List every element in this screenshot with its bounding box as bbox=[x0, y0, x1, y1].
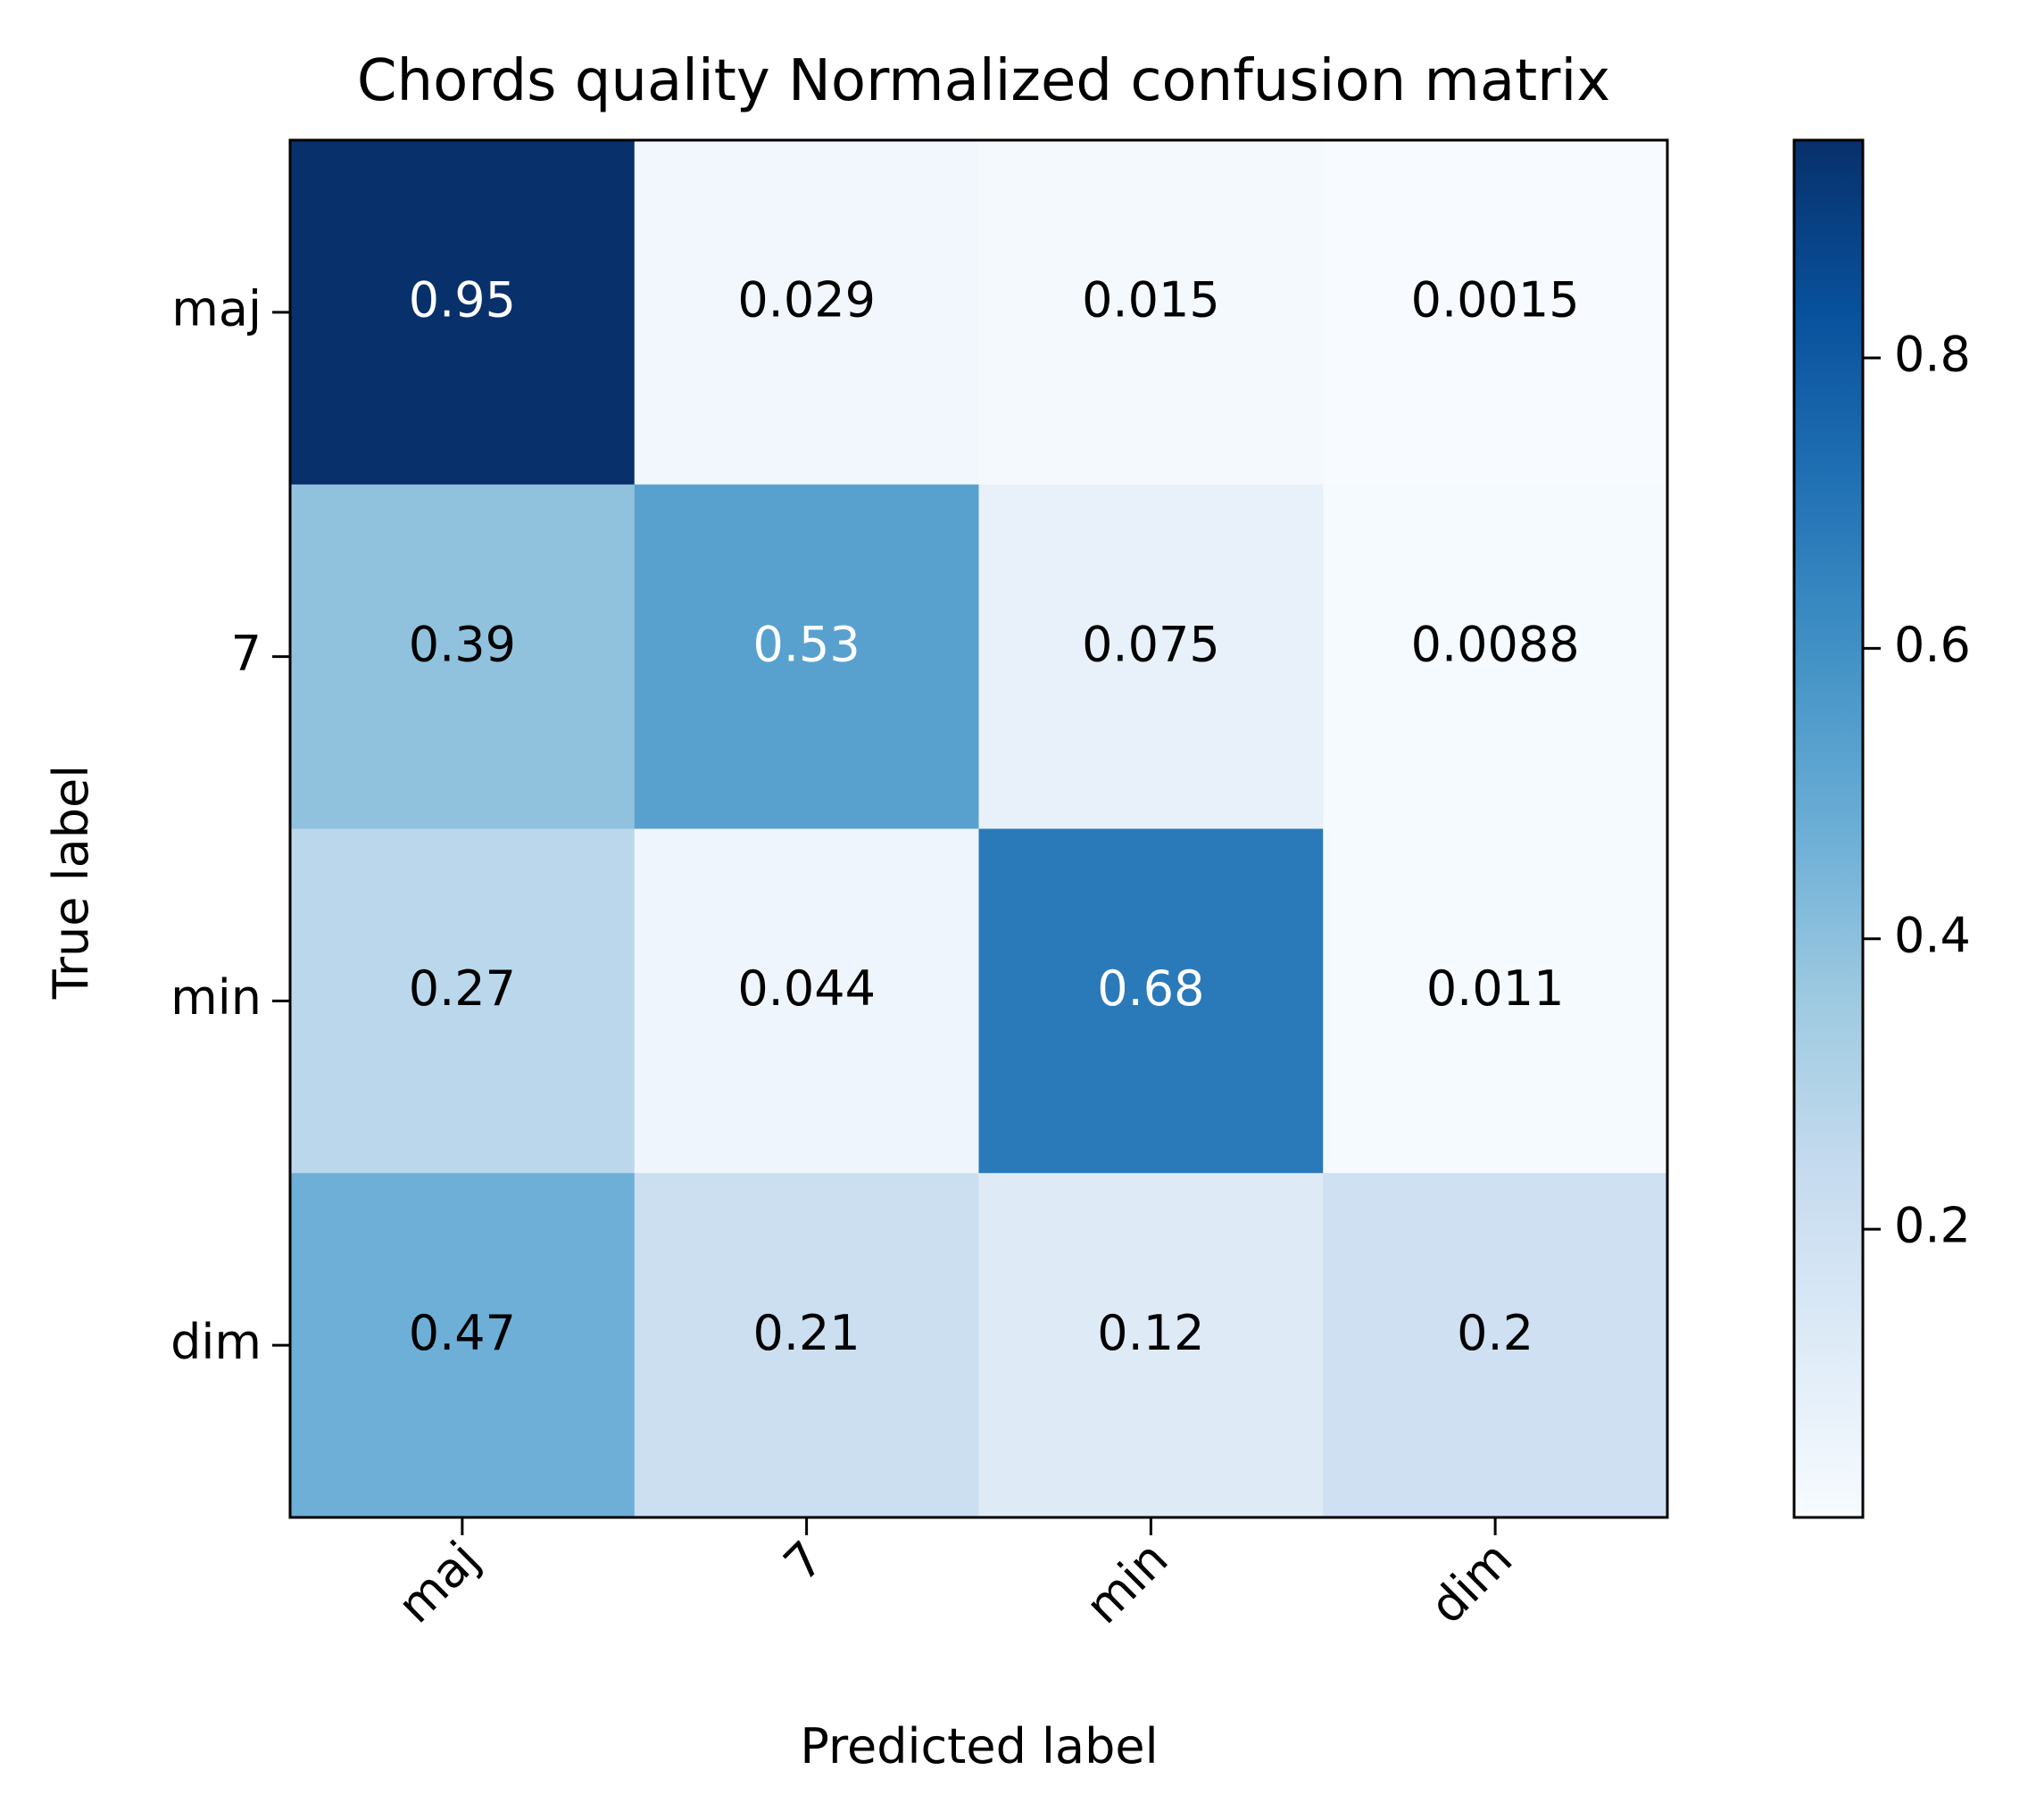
x-axis-label: Predicted label bbox=[800, 1718, 1158, 1774]
colorbar-tick-label: 0.4 bbox=[1894, 907, 1971, 963]
cell-value-label: 0.53 bbox=[753, 616, 860, 672]
heatmap-cell bbox=[978, 828, 1324, 1174]
cell-value-label: 0.12 bbox=[1097, 1305, 1204, 1361]
y-tick-label: dim bbox=[170, 1314, 262, 1370]
heatmap-cells bbox=[290, 140, 1668, 1518]
y-axis-ticks: maj 7 min dim bbox=[170, 281, 290, 1370]
x-axis-ticks: maj 7 min dim bbox=[386, 1517, 1523, 1634]
heatmap-cell bbox=[290, 484, 636, 829]
cell-value-label: 0.39 bbox=[409, 616, 516, 672]
heatmap-cell bbox=[1323, 1173, 1668, 1518]
cell-value-label: 0.68 bbox=[1097, 960, 1204, 1017]
cell-value-label: 0.011 bbox=[1426, 960, 1565, 1017]
cell-value-label: 0.044 bbox=[737, 960, 876, 1017]
heatmap-cell bbox=[290, 140, 636, 486]
cell-value-label: 0.0088 bbox=[1411, 616, 1580, 672]
heatmap-cell bbox=[634, 484, 979, 829]
heatmap-cell bbox=[634, 140, 979, 486]
heatmap-cell bbox=[978, 140, 1324, 486]
cell-value-label: 0.21 bbox=[753, 1305, 860, 1361]
colorbar-tick-label: 0.8 bbox=[1894, 327, 1971, 383]
y-tick-label: 7 bbox=[231, 625, 262, 681]
y-tick-label: maj bbox=[171, 281, 262, 337]
x-tick-label: min bbox=[1075, 1531, 1179, 1635]
heatmap-cell bbox=[290, 828, 636, 1174]
y-tick-label: min bbox=[170, 969, 262, 1026]
colorbar-ticks: 0.2 0.4 0.6 0.8 bbox=[1863, 327, 1971, 1254]
x-tick-label: maj bbox=[386, 1531, 490, 1634]
plot-frame bbox=[288, 138, 1669, 1519]
heatmap-cell bbox=[1323, 484, 1668, 829]
x-tick-label: 7 bbox=[773, 1531, 835, 1592]
y-axis-label: True label bbox=[43, 765, 99, 1000]
cell-value-label: 0.029 bbox=[737, 272, 876, 328]
cell-value-label: 0.0015 bbox=[1411, 272, 1580, 328]
chart-title: Chords quality Normalized confusion matr… bbox=[357, 48, 1610, 114]
heatmap-cell bbox=[1323, 828, 1668, 1174]
colorbar bbox=[1792, 138, 1865, 1519]
cell-value-label: 0.015 bbox=[1082, 272, 1220, 328]
heatmap-cell bbox=[978, 1173, 1324, 1518]
heatmap-cell bbox=[634, 1173, 979, 1518]
heatmap-cell bbox=[290, 1173, 636, 1518]
heatmap-cell bbox=[1323, 140, 1668, 486]
cell-value-label: 0.47 bbox=[409, 1305, 516, 1361]
heatmap-cell bbox=[634, 828, 979, 1174]
cell-value-label: 0.075 bbox=[1082, 616, 1220, 672]
x-tick-label: dim bbox=[1419, 1531, 1524, 1635]
cell-value-label: 0.27 bbox=[409, 960, 516, 1017]
cell-value-label: 0.95 bbox=[409, 272, 516, 328]
cell-value-labels: 0.95 0.029 0.015 0.0015 0.39 0.53 0.075 0.0088 0… bbox=[409, 272, 1580, 1361]
cell-value-label: 0.2 bbox=[1457, 1305, 1533, 1361]
colorbar-tick-label: 0.6 bbox=[1894, 617, 1971, 673]
colorbar-tick-label: 0.2 bbox=[1894, 1198, 1971, 1254]
heatmap-cell bbox=[978, 484, 1324, 829]
